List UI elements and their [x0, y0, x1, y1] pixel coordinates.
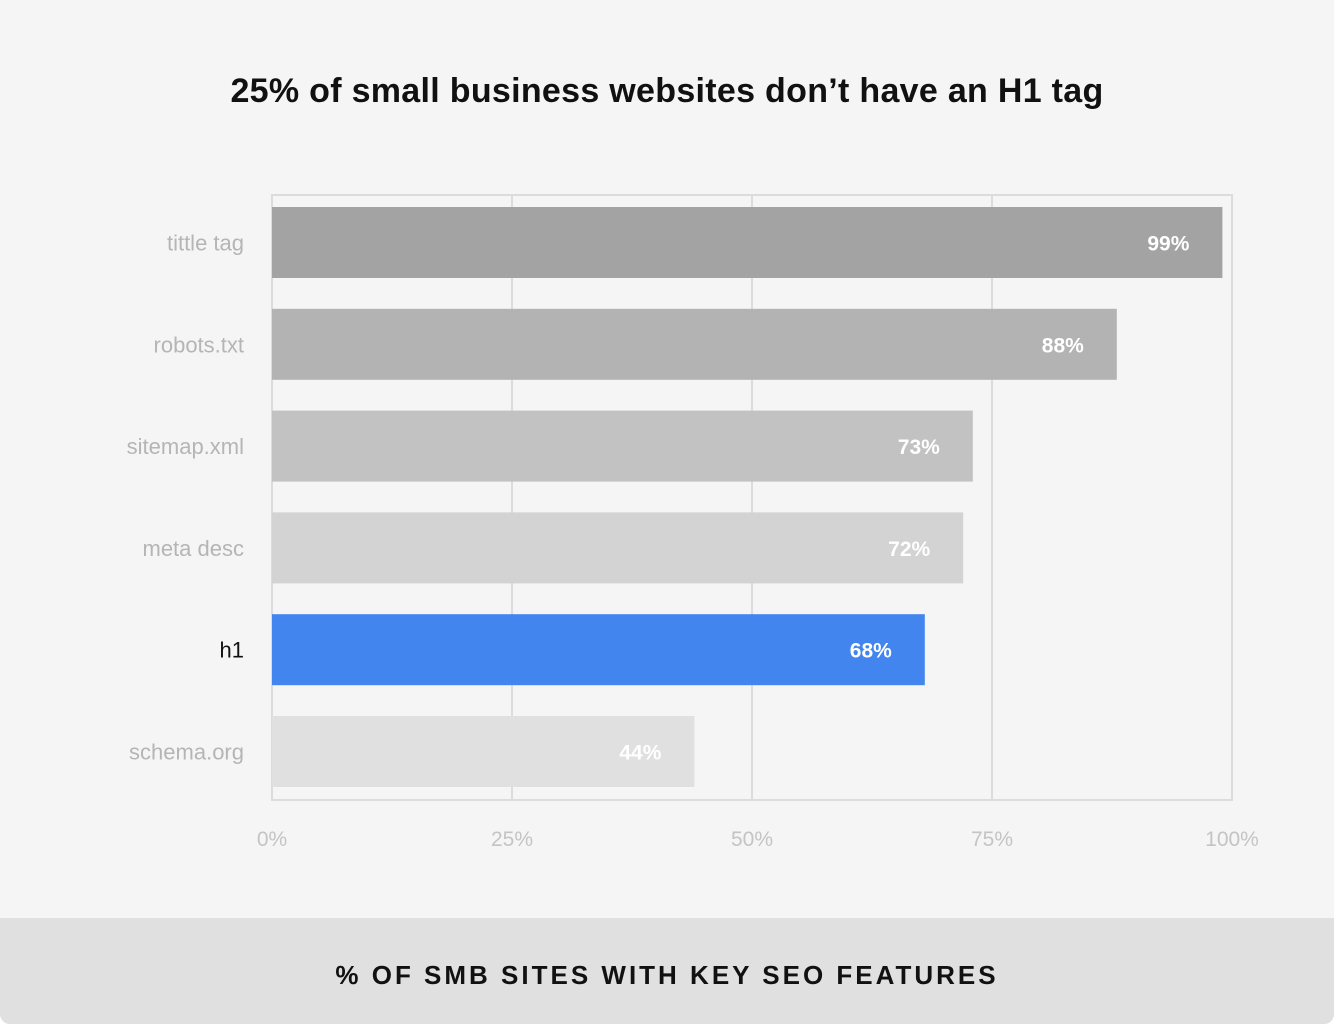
category-label: sitemap.xml: [127, 434, 244, 459]
category-label: tittle tag: [167, 231, 244, 256]
x-tick-label: 75%: [971, 828, 1013, 851]
chart-title: 25% of small business websites don’t hav…: [230, 72, 1104, 110]
x-tick-label: 25%: [491, 828, 533, 851]
bar-chart: 0% 25% 50% 75% 100% tittle tag 99% robots.txt 88…: [127, 194, 1259, 851]
data-label: 73%: [898, 436, 940, 459]
data-label: 72%: [888, 538, 930, 561]
x-axis-title: % OF SMB SITES WITH KEY SEO FEATURES: [335, 960, 999, 990]
bar-schema-org: [272, 716, 695, 787]
data-label: 99%: [1147, 233, 1189, 256]
category-label: h1: [220, 638, 244, 663]
bar-sitemap-xml: [272, 410, 973, 482]
x-axis-title-band: % OF SMB SITES WITH KEY SEO FEATURES: [0, 918, 1334, 1024]
category-label: meta desc: [143, 536, 245, 561]
bar-meta-desc: [272, 512, 964, 584]
x-tick-label: 0%: [257, 828, 287, 851]
data-label: 68%: [850, 640, 892, 663]
category-label: schema.org: [129, 740, 244, 765]
bar-tittle-tag: [272, 207, 1223, 278]
x-tick-label: 100%: [1205, 828, 1259, 851]
bar-robots-txt: [272, 308, 1117, 380]
data-label: 44%: [619, 742, 661, 765]
x-tick-label: 50%: [731, 828, 773, 851]
category-label: robots.txt: [154, 332, 244, 357]
bar-h1: [272, 614, 925, 686]
data-label: 88%: [1042, 334, 1084, 357]
